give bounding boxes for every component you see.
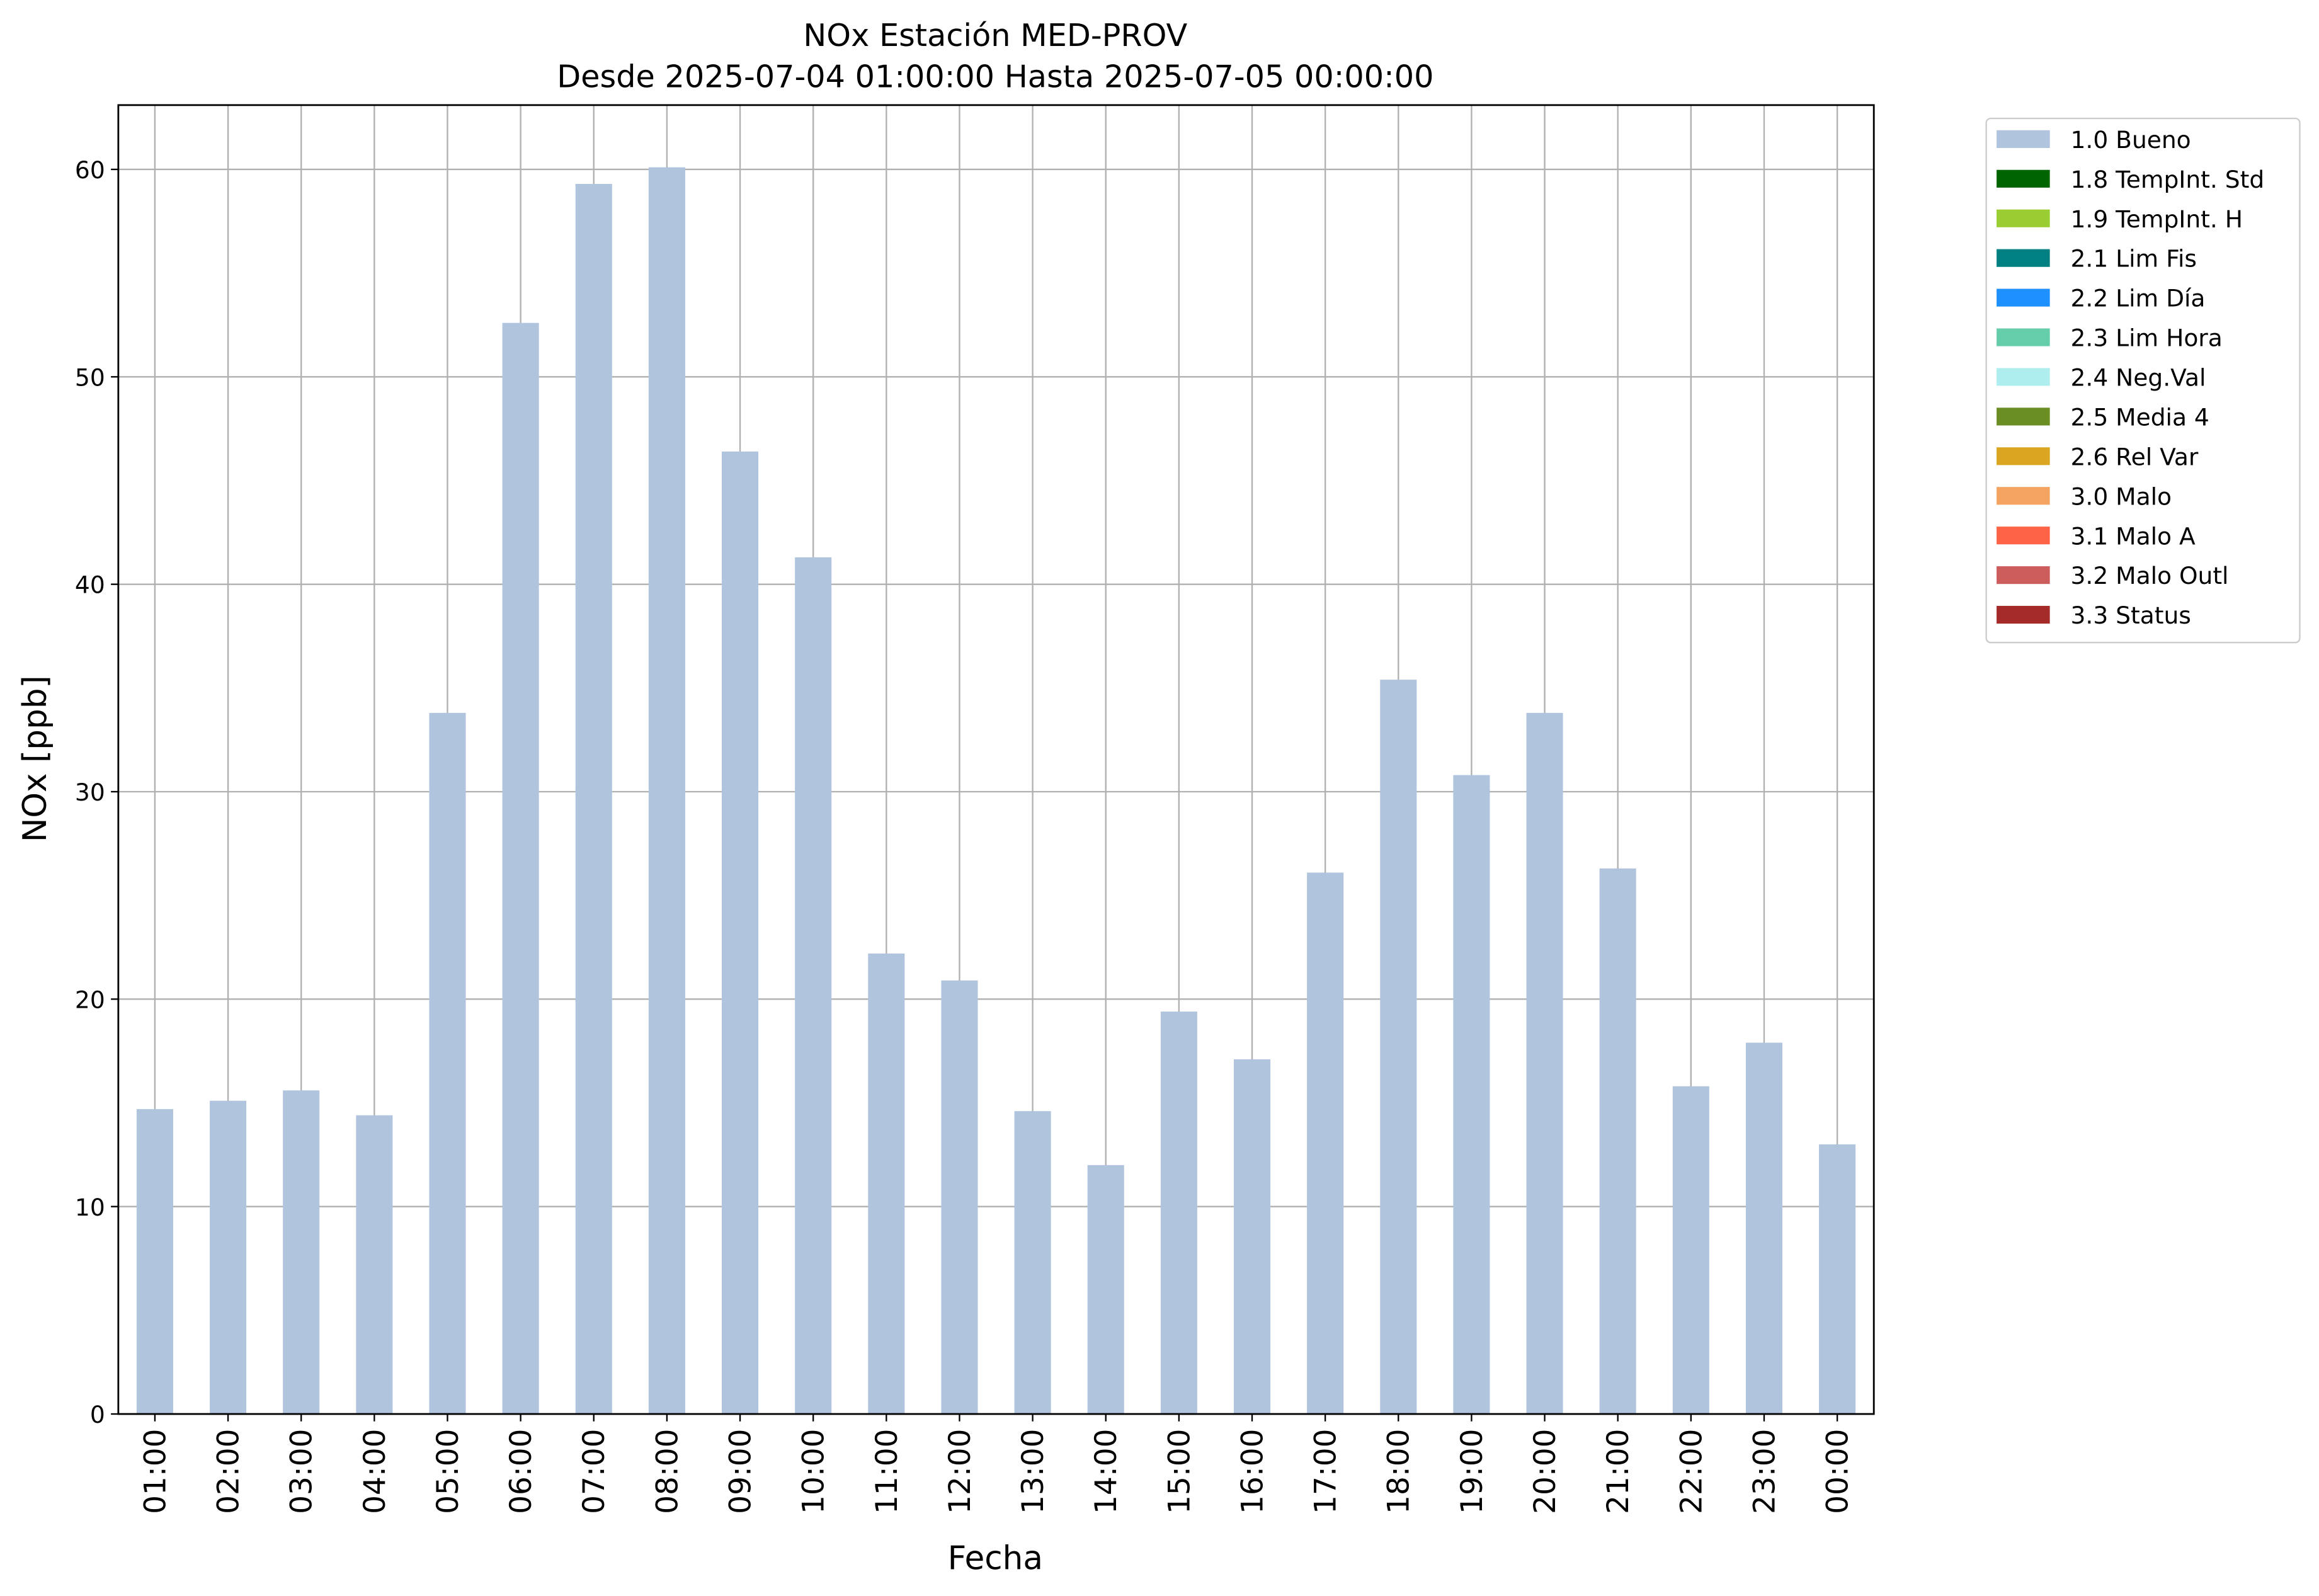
x-tick-label: 11:00 xyxy=(870,1429,904,1514)
bar xyxy=(1819,1144,1856,1415)
x-tick-label: 12:00 xyxy=(943,1429,977,1514)
x-tick-label: 00:00 xyxy=(1821,1429,1855,1514)
legend-swatch xyxy=(1997,169,2050,188)
legend-label: 2.4 Neg.Val xyxy=(2071,364,2206,392)
bar xyxy=(1233,1059,1271,1415)
legend-label: 1.9 TempInt. H xyxy=(2071,205,2243,233)
y-tick-label: 20 xyxy=(75,986,105,1013)
x-tick-label: 21:00 xyxy=(1601,1429,1636,1514)
x-tick-label: 22:00 xyxy=(1674,1429,1709,1514)
legend-label: 2.3 Lim Hora xyxy=(2071,324,2223,352)
plot-frame xyxy=(117,104,1875,1415)
bar xyxy=(1380,680,1417,1415)
legend-label: 2.1 Lim Fis xyxy=(2071,245,2197,273)
bar xyxy=(1453,775,1490,1415)
bar xyxy=(429,712,466,1415)
bar xyxy=(1087,1165,1124,1415)
x-tick-label: 10:00 xyxy=(797,1429,831,1514)
bar xyxy=(1745,1042,1783,1415)
bar xyxy=(356,1115,393,1415)
legend-swatch xyxy=(1997,249,2050,267)
y-tick-label: 0 xyxy=(90,1401,105,1428)
y-tick-label: 40 xyxy=(75,571,105,599)
legend-label: 2.6 Rel Var xyxy=(2071,443,2199,470)
bar xyxy=(210,1100,247,1415)
x-tick-label: 15:00 xyxy=(1162,1429,1197,1514)
x-axis-label: Fecha xyxy=(948,1540,1043,1578)
x-tick-label: 02:00 xyxy=(212,1429,246,1514)
bar xyxy=(1014,1111,1051,1415)
legend-label: 3.3 Status xyxy=(2071,601,2191,629)
legend-label: 2.5 Media 4 xyxy=(2071,403,2209,431)
bar xyxy=(1526,712,1563,1415)
x-tick-label: 07:00 xyxy=(577,1429,612,1514)
legend-swatch xyxy=(1997,527,2050,545)
legend-swatch xyxy=(1997,566,2050,584)
legend-label: 3.2 Malo Outl xyxy=(2071,562,2229,590)
x-tick-label: 19:00 xyxy=(1455,1429,1490,1514)
x-tick-label: 03:00 xyxy=(285,1429,319,1514)
legend-swatch xyxy=(1997,408,2050,426)
bar xyxy=(868,953,905,1415)
x-tick-label: 14:00 xyxy=(1089,1429,1124,1514)
x-tick-label: 06:00 xyxy=(504,1429,538,1514)
bar xyxy=(1672,1086,1709,1415)
x-tick-label: 18:00 xyxy=(1382,1429,1416,1514)
legend-swatch xyxy=(1997,288,2050,307)
legend-swatch xyxy=(1997,130,2050,148)
legend-swatch xyxy=(1997,447,2050,465)
legend-swatch xyxy=(1997,209,2050,227)
chart-subtitle: Desde 2025-07-04 01:00:00 Hasta 2025-07-… xyxy=(557,59,1433,95)
bar xyxy=(795,557,832,1415)
legend-label: 2.2 Lim Día xyxy=(2071,285,2206,312)
legend-label: 1.8 TempInt. Std xyxy=(2071,166,2265,193)
y-tick-label: 30 xyxy=(75,778,105,806)
legend-swatch xyxy=(1997,487,2050,505)
bar xyxy=(283,1090,320,1415)
legend-swatch xyxy=(1997,368,2050,386)
bar xyxy=(1160,1012,1197,1415)
y-tick-label: 60 xyxy=(75,156,105,184)
bar xyxy=(502,322,539,1415)
x-tick-label: 01:00 xyxy=(138,1429,173,1514)
x-tick-label: 23:00 xyxy=(1747,1429,1782,1514)
bar xyxy=(575,184,612,1415)
x-tick-label: 13:00 xyxy=(1016,1429,1051,1514)
legend-label: 3.1 Malo A xyxy=(2071,522,2196,550)
bar xyxy=(1307,872,1344,1415)
bar xyxy=(722,451,759,1415)
bar xyxy=(1599,868,1636,1415)
bar xyxy=(941,980,978,1415)
legend-swatch xyxy=(1997,328,2050,346)
x-tick-label: 04:00 xyxy=(358,1429,392,1514)
x-tick-label: 09:00 xyxy=(723,1429,758,1514)
bar xyxy=(648,167,685,1415)
legend-label: 3.0 Malo xyxy=(2071,482,2172,510)
chart-title: NOx Estación MED-PROV xyxy=(803,17,1187,54)
x-tick-label: 20:00 xyxy=(1528,1429,1563,1514)
x-tick-label: 05:00 xyxy=(431,1429,465,1514)
x-tick-label: 08:00 xyxy=(650,1429,685,1514)
legend-swatch xyxy=(1997,605,2050,624)
y-axis-label: NOx [ppb] xyxy=(16,675,54,842)
bar xyxy=(136,1109,173,1415)
legend-box xyxy=(1985,117,2301,644)
y-tick-label: 50 xyxy=(75,363,105,391)
legend-label: 1.0 Bueno xyxy=(2071,126,2191,154)
x-tick-label: 16:00 xyxy=(1235,1429,1270,1514)
x-tick-label: 17:00 xyxy=(1309,1429,1343,1514)
y-tick-label: 10 xyxy=(75,1194,105,1221)
